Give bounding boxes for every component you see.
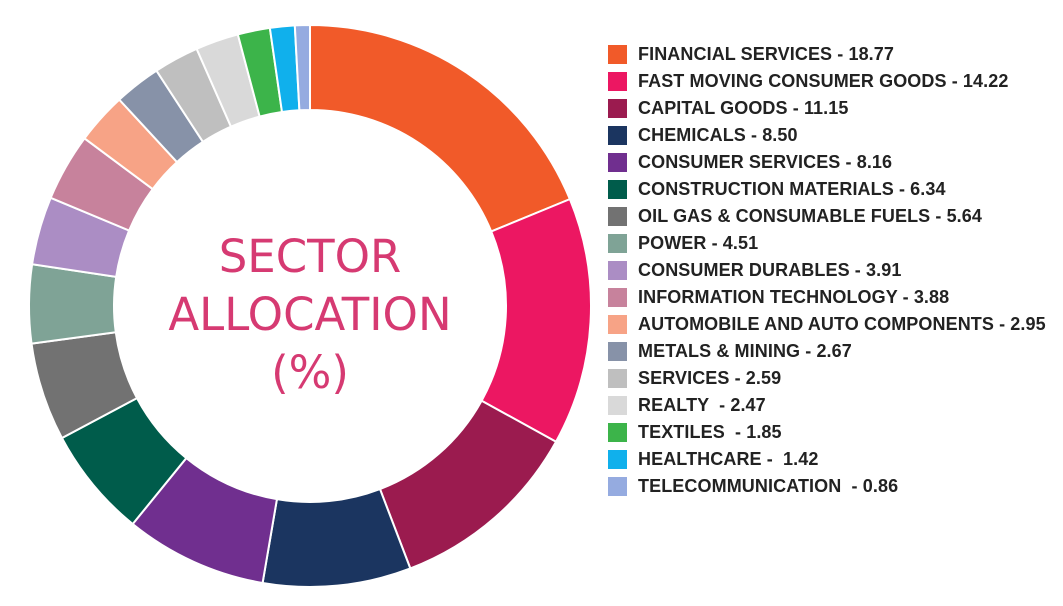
legend-item-11: METALS & MINING - 2.67 — [608, 338, 1058, 365]
chart-title-line-3: (%) — [271, 346, 349, 399]
legend-label-16: TELECOMMUNICATION - 0.86 — [638, 476, 899, 496]
legend-item-1: FAST MOVING CONSUMER GOODS - 14.22 — [608, 68, 1058, 95]
donut-slice-1 — [480, 197, 592, 444]
legend-swatch-6 — [608, 207, 627, 226]
legend-label-12: SERVICES - 2.59 — [638, 368, 782, 388]
legend-label-4: CONSUMER SERVICES - 8.16 — [638, 152, 893, 172]
donut-slice-16 — [293, 23, 311, 112]
legend-item-8: CONSUMER DURABLES - 3.91 — [608, 257, 1058, 284]
chart-title: SECTOR ALLOCATION (%) — [130, 228, 490, 402]
legend-item-4: CONSUMER SERVICES - 8.16 — [608, 149, 1058, 176]
legend-label-1: FAST MOVING CONSUMER GOODS - 14.22 — [638, 71, 1009, 91]
legend-label-15: HEALTHCARE - 1.42 — [638, 449, 819, 469]
legend-item-7: POWER - 4.51 — [608, 230, 1058, 257]
legend-label-11: METALS & MINING - 2.67 — [638, 341, 852, 361]
legend-label-0: FINANCIAL SERVICES - 18.77 — [638, 44, 895, 64]
legend-item-10: AUTOMOBILE AND AUTO COMPONENTS - 2.95 — [608, 311, 1058, 338]
legend-swatch-12 — [608, 369, 627, 388]
legend-label-10: AUTOMOBILE AND AUTO COMPONENTS - 2.95 — [638, 314, 1046, 334]
legend-item-15: HEALTHCARE - 1.42 — [608, 446, 1058, 473]
legend-swatch-2 — [608, 99, 627, 118]
legend-item-14: TEXTILES - 1.85 — [608, 419, 1058, 446]
legend-swatch-5 — [608, 180, 627, 199]
legend-label-7: POWER - 4.51 — [638, 233, 759, 253]
legend-swatch-0 — [608, 45, 627, 64]
legend-swatch-3 — [608, 126, 627, 145]
legend-item-16: TELECOMMUNICATION - 0.86 — [608, 473, 1058, 500]
donut-slice-7 — [28, 263, 118, 345]
legend-item-12: SERVICES - 2.59 — [608, 365, 1058, 392]
legend-item-3: CHEMICALS - 8.50 — [608, 122, 1058, 149]
legend-swatch-14 — [608, 423, 627, 442]
legend-item-0: FINANCIAL SERVICES - 18.77 — [608, 41, 1058, 68]
legend-item-6: OIL GAS & CONSUMABLE FUELS - 5.64 — [608, 203, 1058, 230]
chart-title-line-1: SECTOR — [218, 230, 402, 283]
legend-swatch-16 — [608, 477, 627, 496]
legend-swatch-10 — [608, 315, 627, 334]
legend-swatch-13 — [608, 396, 627, 415]
legend-label-9: INFORMATION TECHNOLOGY - 3.88 — [638, 287, 950, 307]
legend-swatch-8 — [608, 261, 627, 280]
legend-label-14: TEXTILES - 1.85 — [638, 422, 782, 442]
legend-item-9: INFORMATION TECHNOLOGY - 3.88 — [608, 284, 1058, 311]
legend-swatch-11 — [608, 342, 627, 361]
legend-item-2: CAPITAL GOODS - 11.15 — [608, 95, 1058, 122]
legend-swatch-9 — [608, 288, 627, 307]
donut-slice-0 — [309, 23, 572, 233]
legend-item-13: REALTY - 2.47 — [608, 392, 1058, 419]
legend-swatch-4 — [608, 153, 627, 172]
legend-swatch-1 — [608, 72, 627, 91]
legend-label-6: OIL GAS & CONSUMABLE FUELS - 5.64 — [638, 206, 983, 226]
chart-title-line-2: ALLOCATION — [168, 288, 452, 341]
legend-swatch-15 — [608, 450, 627, 469]
legend-label-13: REALTY - 2.47 — [638, 395, 766, 415]
legend-label-2: CAPITAL GOODS - 11.15 — [638, 98, 849, 118]
legend-label-5: CONSTRUCTION MATERIALS - 6.34 — [638, 179, 946, 199]
chart-legend: FINANCIAL SERVICES - 18.77 FAST MOVING CO… — [608, 41, 1058, 500]
legend-label-3: CHEMICALS - 8.50 — [638, 125, 798, 145]
legend-label-8: CONSUMER DURABLES - 3.91 — [638, 260, 902, 280]
sector-allocation-donut-chart — [28, 23, 592, 588]
legend-swatch-7 — [608, 234, 627, 253]
legend-item-5: CONSTRUCTION MATERIALS - 6.34 — [608, 176, 1058, 203]
